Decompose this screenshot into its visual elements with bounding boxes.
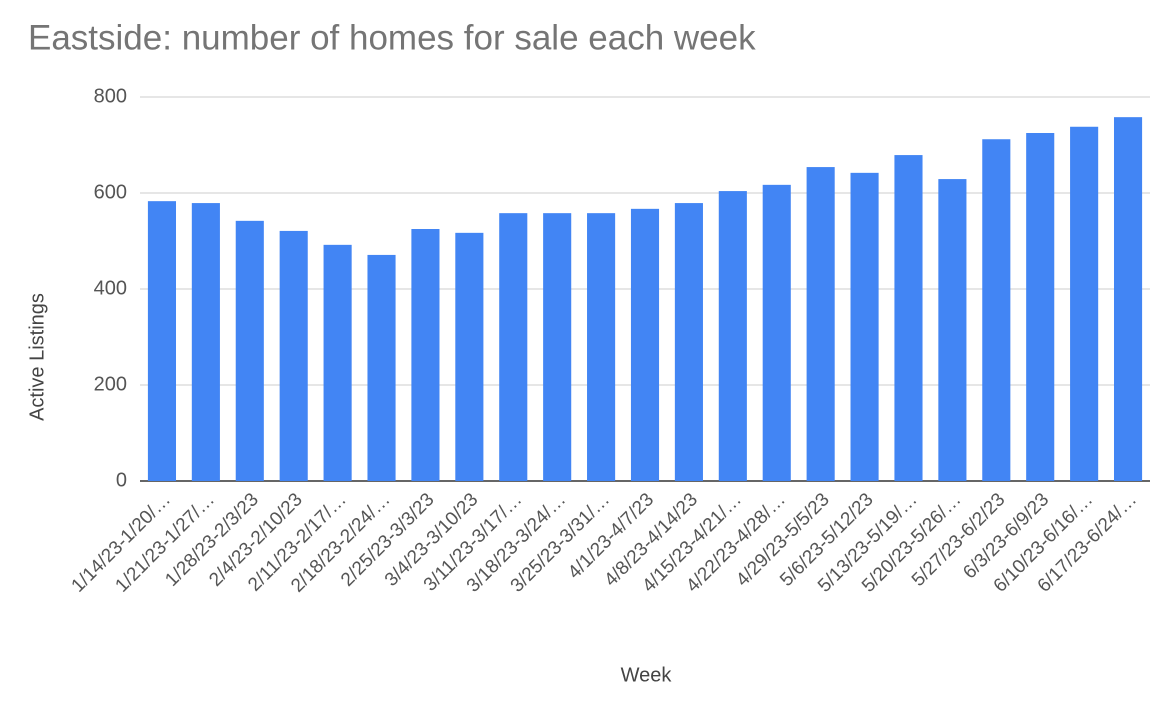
x-axis-title: Week	[621, 664, 673, 686]
chart-title: Eastside: number of homes for sale each …	[28, 18, 756, 57]
bar	[630, 208, 660, 481]
bar	[411, 229, 440, 481]
bar	[982, 139, 1011, 482]
bar	[718, 191, 747, 481]
y-tick-label: 0	[116, 469, 127, 491]
bar	[367, 254, 396, 481]
y-tick-label: 200	[94, 373, 127, 395]
bar	[806, 167, 835, 481]
bar	[894, 155, 923, 481]
bar	[323, 244, 352, 481]
y-tick-label: 400	[94, 277, 127, 299]
bar	[279, 230, 308, 481]
bar	[674, 203, 703, 481]
bar	[587, 213, 616, 481]
bar	[850, 172, 879, 481]
y-tick-label: 800	[94, 85, 127, 107]
y-axis-title: Active Listings	[26, 293, 48, 421]
bar	[762, 184, 791, 481]
bar	[147, 201, 177, 481]
bar	[191, 203, 220, 481]
bar	[499, 213, 528, 481]
bar	[543, 213, 572, 481]
bar	[235, 220, 264, 481]
bar	[1026, 133, 1055, 481]
bar	[938, 179, 967, 481]
bar	[1113, 117, 1143, 481]
bar	[1070, 126, 1099, 481]
bar	[455, 232, 484, 481]
y-tick-label: 600	[94, 181, 127, 203]
